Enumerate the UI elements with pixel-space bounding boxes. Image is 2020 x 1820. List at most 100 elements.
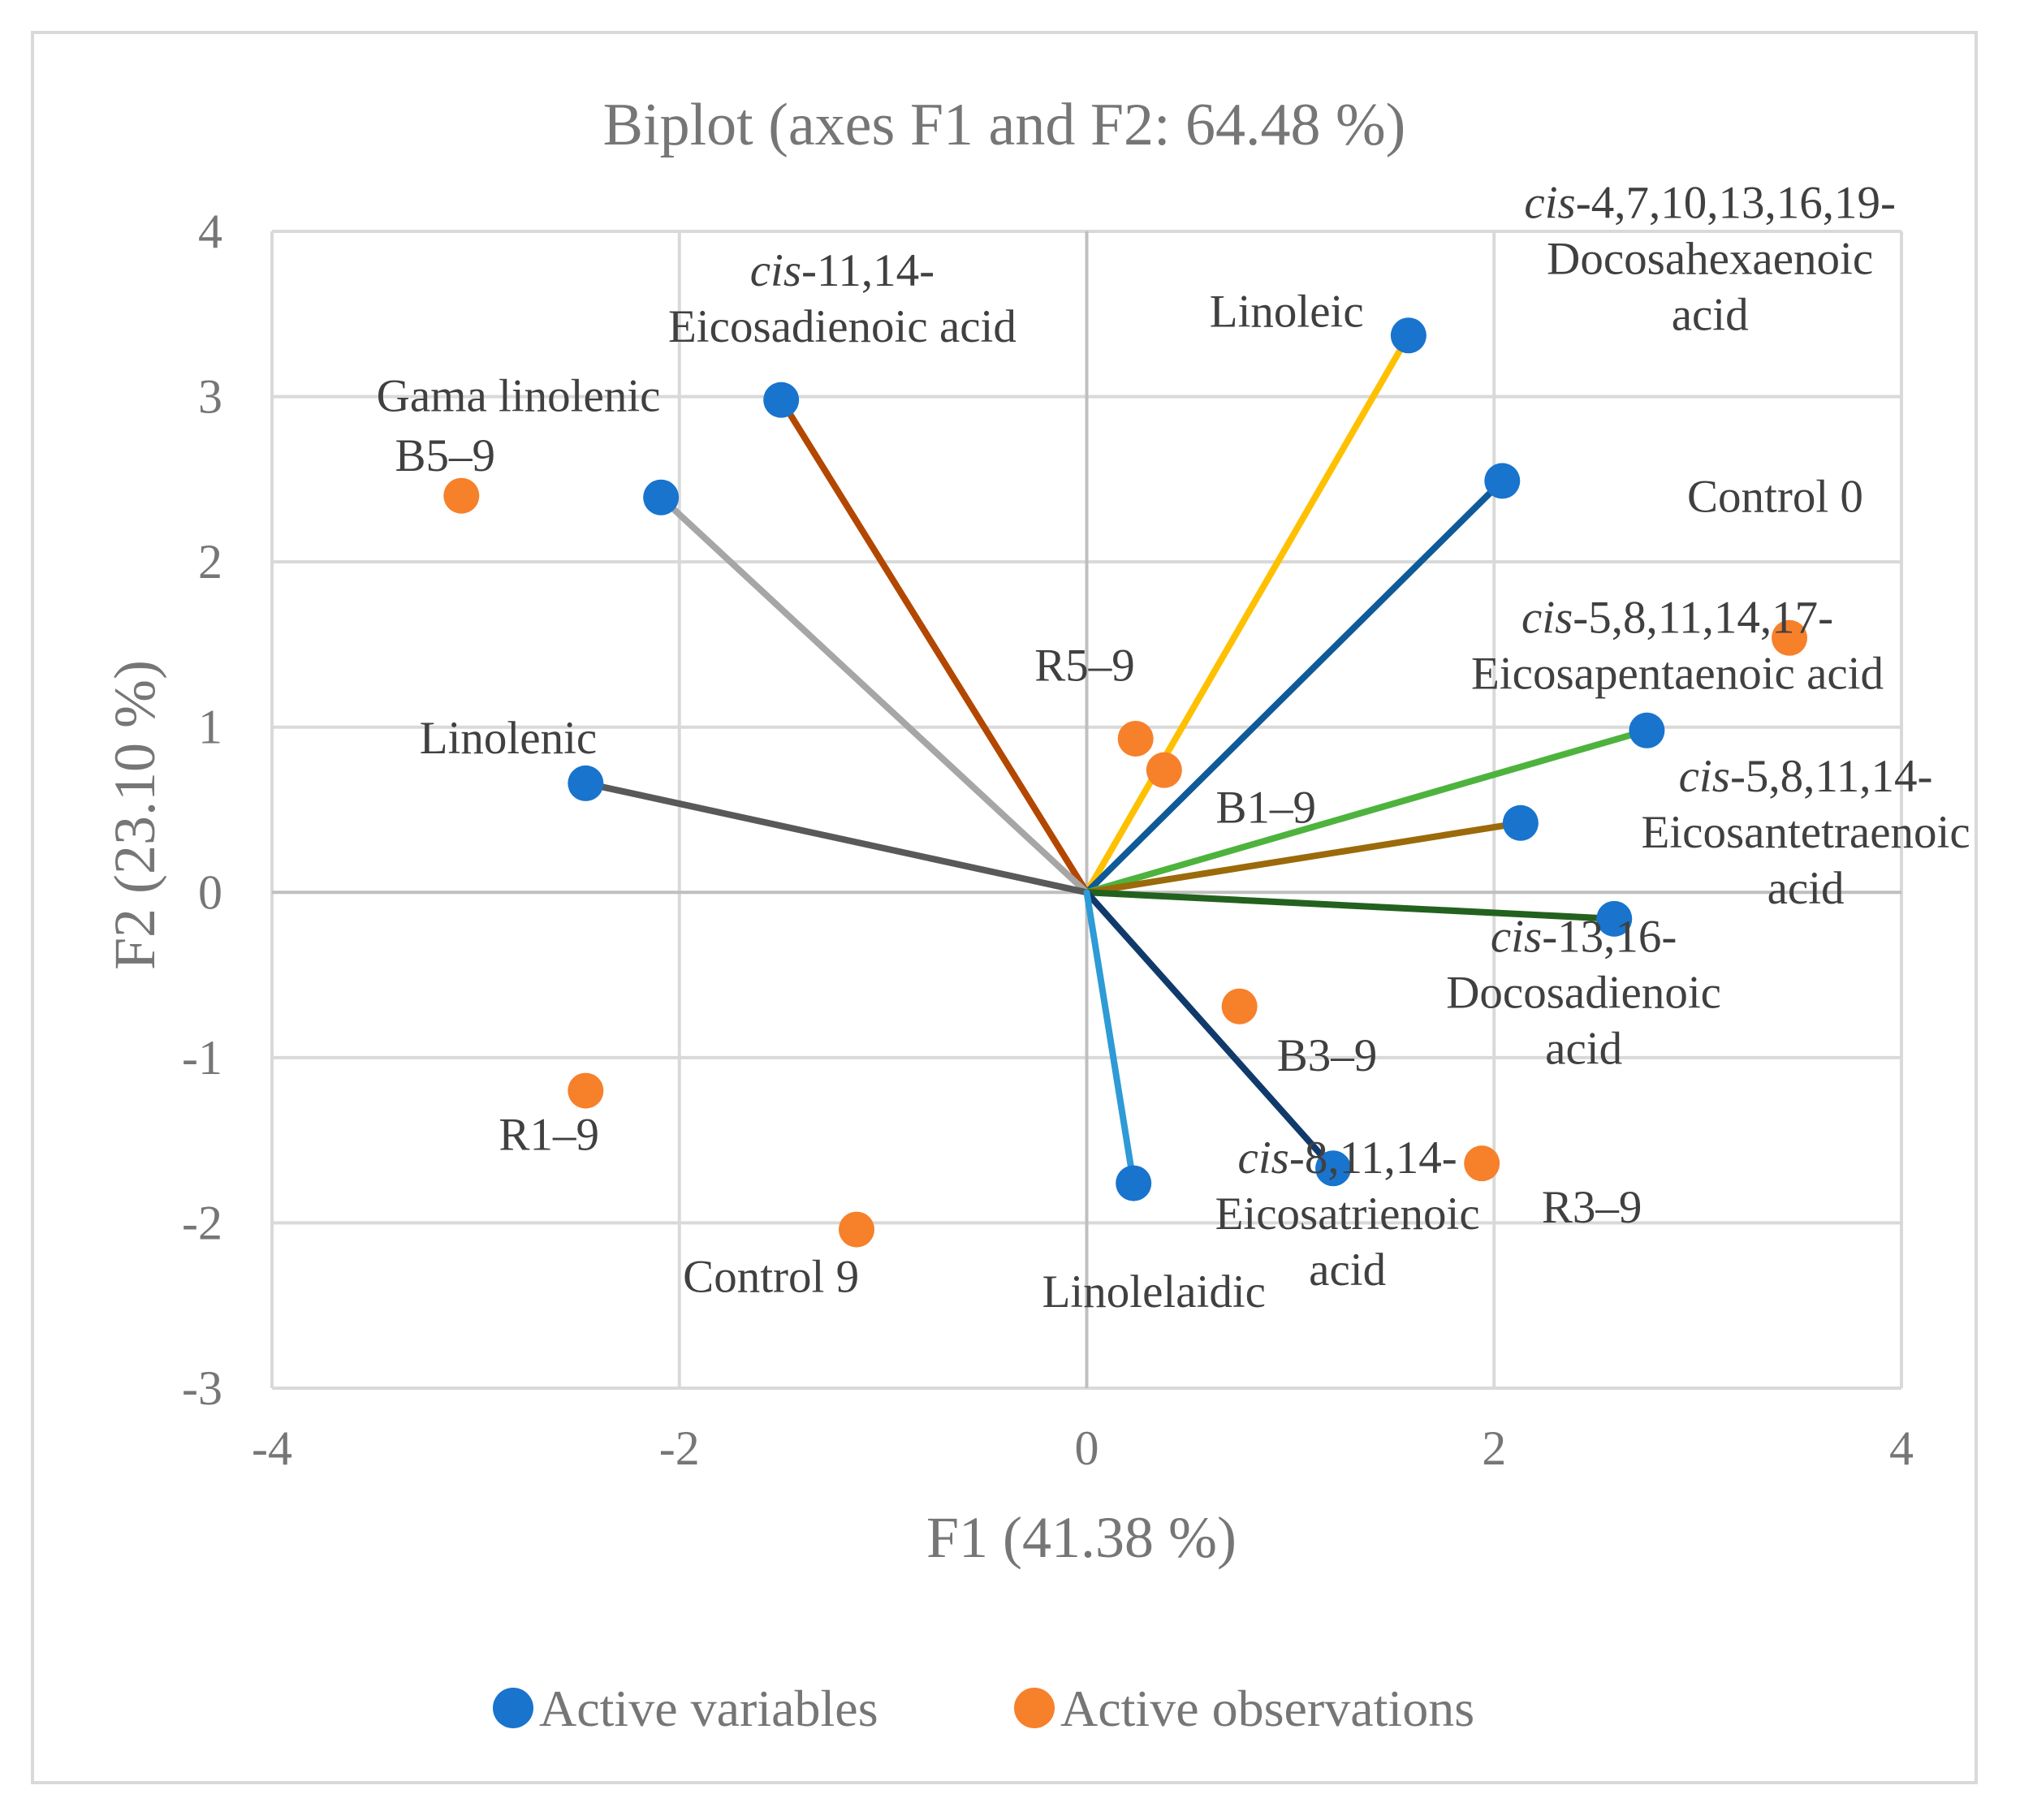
data-points <box>443 317 1808 1248</box>
vector-linoleic <box>1083 332 1412 896</box>
y-tick-label: -1 <box>182 1031 222 1085</box>
legend-label-variables: Active variables <box>539 1680 878 1737</box>
label-line: Linolenic <box>420 713 597 764</box>
variable-label-gama-linolenic: Gama linolenic <box>377 371 661 422</box>
x-axis-title: F1 (41.38 %) <box>926 1505 1237 1570</box>
label-line: Eicosapentaenoic acid <box>1471 648 1884 699</box>
label-line: cis-5,8,11,14- <box>1679 751 1933 802</box>
label-line: acid <box>1672 290 1749 341</box>
label-italic: cis <box>750 245 801 296</box>
variable-label-linoleic: Linoleic <box>1210 287 1364 338</box>
observation-point-r3-9 <box>1464 1145 1500 1182</box>
variable-label-cis-11-14-eicosadienoic-acid: cis-11,14-Eicosadienoic acid <box>668 245 1016 352</box>
y-tick-label: 0 <box>198 865 222 919</box>
x-tick-label: 0 <box>1075 1421 1099 1475</box>
vector-cis-8-11-14-eicosatrienoic-acid <box>1083 889 1337 1172</box>
variable-label-cis-13-16-docosadienoic-acid: cis-13,16-Docosadienoic acid <box>1446 911 1721 1074</box>
variable-point-linolenic <box>568 765 604 801</box>
variable-label-cis-4-7-10-13-16-19-docosahexaenoic-acid: cis-4,7,10,13,16,19-Docosahexaenoic acid <box>1524 178 1896 341</box>
label-line: cis-4,7,10,13,16,19- <box>1524 178 1896 229</box>
variable-label-cis-8-11-14-eicosatrienoic-acid: cis-8,11,14-Eicosatrienoic acid <box>1215 1132 1480 1296</box>
legend-marker-variables <box>493 1688 533 1728</box>
vector-linolenic <box>582 779 1090 896</box>
variable-point-linoleic <box>1390 317 1427 354</box>
label-italic: cis <box>1524 178 1575 229</box>
variable-point-cis-11-14-eicosadienoic-acid <box>763 382 800 418</box>
label-rest: -11,14- <box>801 245 934 296</box>
label-line: Docosahexaenoic <box>1547 234 1873 285</box>
label-line: Eicosatrienoic <box>1215 1188 1480 1240</box>
label-line: Eicosantetraenoic <box>1642 807 1970 858</box>
x-tick-label: -4 <box>252 1421 292 1475</box>
y-tick-label: -3 <box>182 1361 222 1415</box>
label-rest: -4,7,10,13,16,19- <box>1576 178 1896 229</box>
y-axis-title: F2 (23.10 %) <box>102 660 167 970</box>
label-italic: cis <box>1521 592 1573 643</box>
observation-point-r1-9 <box>568 1072 604 1109</box>
y-tick-label: 1 <box>198 701 222 754</box>
observation-label-r1-9: R1–9 <box>499 1110 599 1161</box>
variable-point-cis-5-8-11-14-eicosantetraenoic-acid <box>1502 804 1539 841</box>
label-line: Docosadienoic <box>1446 967 1721 1018</box>
label-line: Eicosadienoic acid <box>668 301 1016 352</box>
observation-label-r5-9: R5–9 <box>1034 640 1135 691</box>
variable-label-cis-5-8-11-14-17-eicosapentaenoic-acid: cis-5,8,11,14,17-Eicosapentaenoic acid <box>1471 592 1884 699</box>
label-rest: -8,11,14- <box>1289 1132 1457 1184</box>
vector-linolelaidic <box>1083 889 1137 1187</box>
label-italic: cis <box>1679 751 1730 802</box>
x-tick-label: -2 <box>659 1421 700 1475</box>
variable-point-cis-13-16-docosadienoic-acid <box>1596 900 1633 937</box>
label-line: acid <box>1768 863 1845 914</box>
observation-point-control-9 <box>839 1211 875 1248</box>
label-rest: -13,16- <box>1542 911 1677 962</box>
observation-label-b1-9: B1–9 <box>1216 782 1317 833</box>
vector-cis-5-8-11-14-eicosantetraenoic-acid <box>1083 819 1524 896</box>
y-tick-label: 2 <box>198 535 222 589</box>
label-line: Linolelaidic <box>1042 1266 1266 1318</box>
observation-label-r3-9: R3–9 <box>1542 1182 1642 1233</box>
variable-point-linolelaidic <box>1116 1165 1152 1201</box>
label-line: Gama linolenic <box>377 371 661 422</box>
label-line: cis-11,14- <box>750 245 934 296</box>
tick-labels: -4 -2 0 2 4 4 3 2 1 0 -1 -2 -3 <box>182 205 1914 1475</box>
y-tick-label: 3 <box>198 370 222 424</box>
label-line: cis-13,16- <box>1491 911 1677 962</box>
vector-gama-linolenic <box>658 494 1090 896</box>
label-line: acid <box>1545 1023 1622 1074</box>
label-rest: -5,8,11,14- <box>1730 751 1933 802</box>
label-rest: -5,8,11,14,17- <box>1573 592 1833 643</box>
label-line: cis-5,8,11,14,17- <box>1521 592 1833 643</box>
x-tick-label: 4 <box>1889 1421 1914 1475</box>
variable-point-gama-linolenic <box>643 479 680 515</box>
variable-vectors <box>582 332 1651 1187</box>
variable-point-cis-5-8-11-14-17-eicosapentaenoic-acid <box>1629 712 1665 748</box>
label-italic: cis <box>1238 1132 1289 1184</box>
variable-label-linolenic: Linolenic <box>420 713 597 764</box>
variable-label-linolelaidic: Linolelaidic <box>1042 1266 1266 1318</box>
chart-frame: Biplot (axes F1 and F2: 64.48 %) Linolei… <box>31 31 1978 1784</box>
observation-point-b1-9 <box>1146 752 1182 788</box>
vector-cis-11-14-eicosadienoic-acid <box>778 396 1090 896</box>
observation-point-control-0 <box>1772 619 1808 656</box>
y-tick-label: -2 <box>182 1196 222 1249</box>
y-tick-label: 4 <box>198 205 222 258</box>
label-line: cis-8,11,14- <box>1238 1132 1457 1184</box>
biplot-chart: Biplot (axes F1 and F2: 64.48 %) Linolei… <box>102 92 1970 1737</box>
observation-label-control-9: Control 9 <box>683 1252 859 1303</box>
x-tick-label: 2 <box>1482 1421 1506 1475</box>
legend-marker-observations <box>1014 1688 1055 1728</box>
variable-point-cis-8-11-14-eicosatrienoic-acid <box>1315 1150 1352 1187</box>
chart-title: Biplot (axes F1 and F2: 64.48 %) <box>603 92 1406 158</box>
legend: Active variables Active observations <box>493 1680 1474 1737</box>
label-line: acid <box>1309 1244 1386 1296</box>
label-line: Linoleic <box>1210 287 1364 338</box>
vector-cis-4-7-10-13-16-19-docosahexaenoic-acid <box>1083 477 1506 896</box>
point-labels: Linoleiccis-4,7,10,13,16,19-Docosahexaen… <box>377 178 1970 1318</box>
observation-label-control-0: Control 0 <box>1687 472 1863 523</box>
observation-point-b5-9 <box>443 477 480 514</box>
label-italic: cis <box>1491 911 1542 962</box>
observation-label-b5-9: B5–9 <box>395 430 495 481</box>
observation-label-b3-9: B3–9 <box>1277 1030 1378 1081</box>
variable-point-cis-4-7-10-13-16-19-docosahexaenoic-acid <box>1484 463 1521 499</box>
vector-cis-5-8-11-14-17-eicosapentaenoic-acid <box>1083 727 1651 896</box>
